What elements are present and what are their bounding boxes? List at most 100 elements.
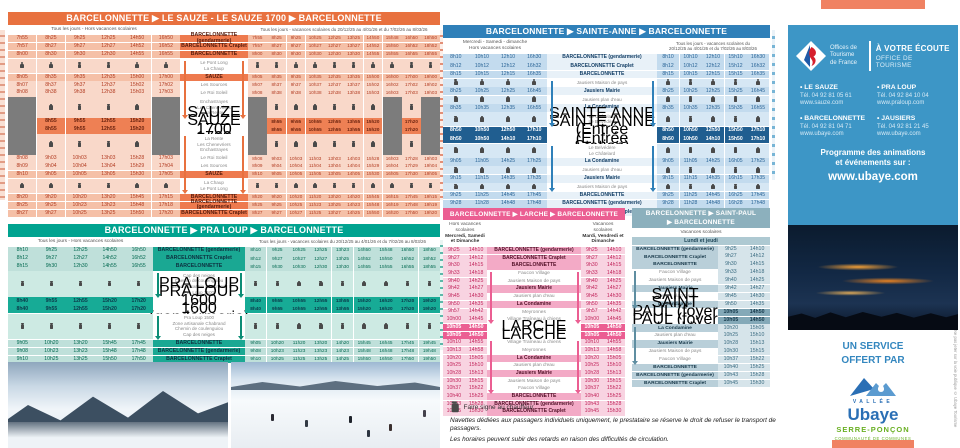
time-cell: 10h43 (581, 400, 603, 408)
time-cell: 10h50 (679, 126, 702, 135)
time-cell: 12h25 (702, 87, 724, 96)
times-right: 10h20 15h05 (718, 324, 770, 332)
time-cell: 9h33 (443, 270, 465, 278)
hail-icon (451, 401, 458, 412)
header-line: Mercredi - Samedi - dimanche (462, 40, 528, 46)
time-cell: 9h45 (581, 293, 603, 301)
time-cell (344, 178, 363, 194)
time-cell (8, 178, 37, 194)
timetable-row: La Rente Les Chenevriers Enchastrayes (8, 134, 440, 155)
time-cell: 11h20 (305, 193, 325, 202)
time-cell: 13h05 (325, 170, 344, 179)
time-cell: 9h27 (581, 254, 603, 262)
time-cell: 13h03 (94, 155, 123, 163)
time-cell: 10h20 (37, 339, 66, 348)
timetable-row: 8h12 10h12 12h12 16h32 BARCELONNETTE Craplet… (443, 62, 770, 71)
time-cell (521, 183, 547, 192)
sauze-title: BARCELONNETTE ▶ LE SAUZE - LE SAUZE 1700… (8, 12, 440, 25)
time-cell: 10h28 (443, 370, 465, 378)
timetable-row: BARCELONNETTE 10h40 15h25 (632, 363, 770, 372)
time-cell: 15h22 (465, 385, 487, 393)
hail-icon (313, 140, 317, 147)
hail-icon (106, 62, 111, 69)
time-cell (310, 271, 332, 297)
times-left: 8h09 9h04 10h04 13h04 15h29 17h04 (8, 163, 180, 171)
header-gap (153, 237, 245, 247)
hail-icon (371, 140, 375, 147)
times-left: 9h45 14h30 (443, 293, 487, 301)
time-cell (469, 166, 495, 175)
time-cell: 10h13 (443, 346, 465, 355)
timetable-row: Jausiers plan d'eau 9h45 14h30 (632, 292, 770, 301)
times-right: 9h40 14h25 (581, 277, 625, 285)
time-cell: 12h10 (495, 54, 521, 62)
time-cell: 10h50 (469, 135, 495, 144)
hail-icon (454, 183, 458, 190)
stop-label-line: Jausiers plan d'eau (582, 167, 622, 173)
times-left: 8h55 9h55 12h55 15h20 (8, 126, 180, 134)
time-cell (124, 271, 153, 297)
time-cell (344, 97, 363, 118)
time-cell: 8h35 (36, 73, 65, 81)
times-right: 8h12 10h12 12h12 15h12 16h32 (657, 62, 769, 71)
time-cell (657, 183, 679, 192)
time-cell: 15h20 (95, 305, 124, 314)
time-cell: 13h04 (94, 163, 123, 171)
time-cell (310, 313, 332, 340)
times-left (8, 58, 180, 74)
header-line: scolaires (593, 227, 613, 233)
stop-label: Jausiers Mairie (547, 174, 657, 183)
time-cell: 10h25 (65, 209, 94, 217)
stop-label: BARCELONNETTE (487, 393, 581, 401)
time-cell (65, 134, 94, 155)
stop-label: BARCELONNETTE (gendarmerie) (153, 247, 245, 255)
times-right: 10h25 15h10 (581, 362, 625, 370)
time-cell: 10h20 (443, 354, 465, 362)
times-right (657, 78, 769, 87)
time-cell: 12h55 (325, 118, 344, 126)
times-right: 9h25 14h10 (581, 247, 625, 255)
stop-label: BARCELONNETTE (153, 339, 245, 348)
time-cell (151, 58, 180, 74)
hail-icon (384, 280, 388, 287)
hail-icon (454, 166, 458, 173)
stop-label: La Condamine (632, 324, 718, 332)
timetable-row: 7h55 8h25 9h25 12h25 14h50 16h50 BARCELONNETTE… (8, 32, 440, 44)
times-right: 8h55 9h55 10h55 12h55 13h55 15h20 17h20 (248, 126, 440, 134)
direction-arrow (240, 60, 246, 119)
timetable-row: BARCELONNETTE (gendarmerie) 10h43 15h28 (632, 371, 770, 380)
hail-icon (756, 116, 760, 122)
time-cell: 16h55 (124, 263, 153, 271)
praloup-subheader: Tous les jours - Hors vacances scolaires… (8, 237, 440, 247)
stop-label: BARCELONNETTE (gendarmerie) (487, 247, 581, 255)
hail-icon (49, 182, 53, 189)
time-cell: 14h15 (744, 261, 770, 269)
credit-text: Ne pas jeter sur la voie publique © Ubay… (953, 330, 958, 428)
time-cell: 10h43 (718, 371, 744, 380)
time-cell: 9h05 (8, 339, 37, 348)
times-left: 9h15 11h15 14h35 17h35 (443, 174, 547, 183)
programme-line: et événements sur : (835, 158, 911, 168)
times-left (443, 143, 547, 158)
hail-icon (409, 104, 414, 110)
hail-icon (332, 140, 337, 147)
times-right: 10h05 14h50 (581, 323, 625, 332)
times-left (443, 78, 547, 87)
hail-icon (506, 147, 510, 153)
time-cell: 13h23 (331, 247, 354, 255)
no-service-cell (8, 134, 37, 155)
time-cell: 13h38 (344, 89, 363, 97)
time-cell: 12h12 (495, 62, 521, 71)
timetable-row: Jausiers Maison de pays 10h30 15h15 (632, 348, 770, 356)
time-cell (747, 95, 769, 104)
stop-label-line: Chemin de coulenguiou (174, 278, 224, 284)
time-cell: 13h35 (344, 73, 363, 81)
time-cell (382, 178, 402, 194)
time-cell: 8h25 (443, 87, 469, 96)
sainteanne-subheader: Mercredi - Samedi - dimanche Hors vacance… (443, 38, 770, 54)
time-cell: 16h50 (151, 35, 180, 43)
time-cell: 15h28 (123, 155, 152, 163)
times-left: 9h50 14h35 (443, 300, 487, 308)
time-cell: 15h45 (95, 339, 124, 348)
hail-icon (164, 182, 168, 189)
